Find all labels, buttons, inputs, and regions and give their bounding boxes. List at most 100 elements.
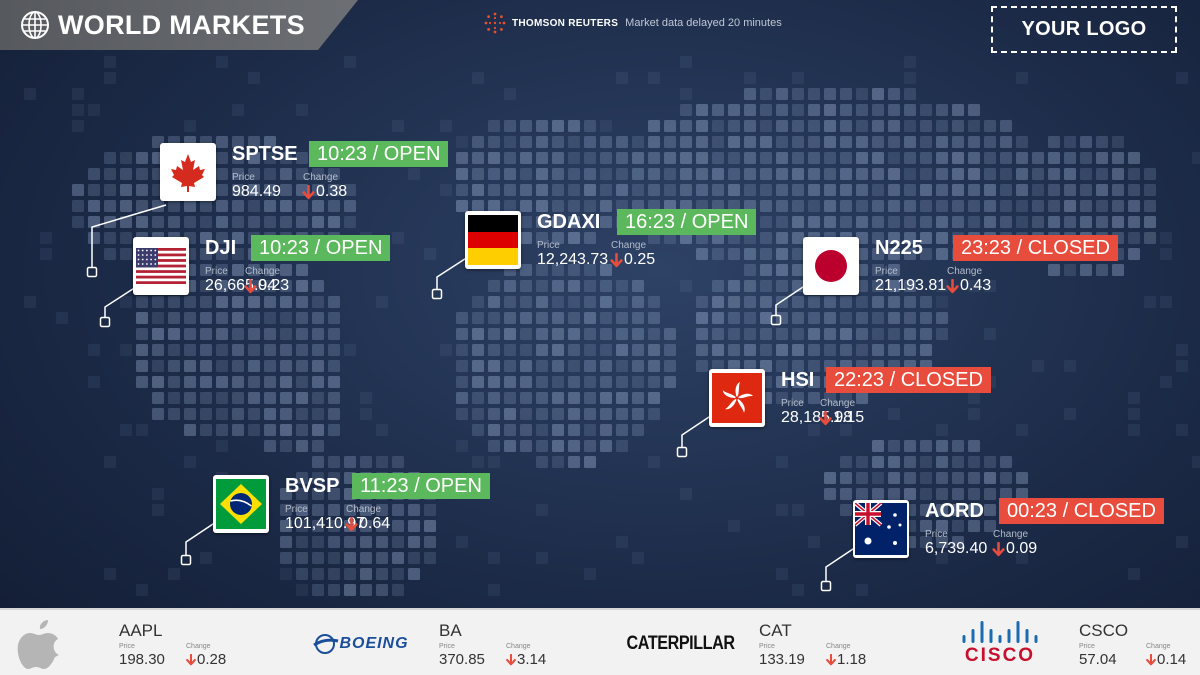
- map-dot: [648, 392, 660, 404]
- map-dot: [680, 280, 692, 292]
- map-dot: [968, 520, 980, 532]
- map-dot: [728, 280, 740, 292]
- map-dot: [520, 216, 532, 228]
- map-dot: [200, 264, 212, 276]
- map-dot: [600, 296, 612, 308]
- map-dot: [104, 456, 116, 468]
- map-dot: [744, 184, 756, 196]
- map-dot: [824, 312, 836, 324]
- map-dot: [632, 344, 644, 356]
- map-dot: [936, 440, 948, 452]
- map-dot: [536, 392, 548, 404]
- map-dot: [168, 296, 180, 308]
- map-dot: [920, 200, 932, 212]
- map-dot: [984, 136, 996, 148]
- change-amount: 0.09: [1006, 540, 1038, 557]
- map-dot: [552, 296, 564, 308]
- map-dot: [488, 584, 500, 596]
- map-dot: [1000, 120, 1012, 132]
- map-dot: [520, 312, 532, 324]
- map-dot: [120, 424, 132, 436]
- map-dot: [600, 312, 612, 324]
- map-dot: [824, 472, 836, 484]
- map-dot: [280, 488, 292, 500]
- map-dot: [696, 120, 708, 132]
- market-status-badge: 11:23 / OPEN: [352, 473, 490, 499]
- map-dot: [216, 360, 228, 372]
- map-dot: [760, 248, 772, 260]
- map-dot: [1080, 216, 1092, 228]
- map-dot: [888, 408, 900, 420]
- map-dot: [472, 344, 484, 356]
- map-dot: [584, 264, 596, 276]
- map-dot: [296, 296, 308, 308]
- map-dot: [120, 248, 132, 260]
- map-dot: [504, 168, 516, 180]
- map-dot: [312, 456, 324, 468]
- map-dot: [840, 504, 852, 516]
- map-dot: [808, 168, 820, 180]
- map-dot: [904, 472, 916, 484]
- map-dot: [872, 296, 884, 308]
- map-dot: [760, 104, 772, 116]
- map-dot: [136, 184, 148, 196]
- map-dot: [1160, 296, 1172, 308]
- map-dot: [312, 552, 324, 564]
- map-dot: [952, 520, 964, 532]
- map-dot: [840, 424, 852, 436]
- map-dot: [904, 104, 916, 116]
- map-dot: [760, 328, 772, 340]
- map-dot: [760, 152, 772, 164]
- map-dot: [248, 312, 260, 324]
- map-dot: [408, 568, 420, 580]
- map-dot: [1032, 168, 1044, 180]
- change-amount: 0.43: [960, 277, 992, 294]
- map-dot: [664, 184, 676, 196]
- map-dot: [280, 200, 292, 212]
- map-dot: [152, 200, 164, 212]
- map-dot: [72, 88, 84, 100]
- map-dot: [216, 392, 228, 404]
- map-dot: [856, 488, 868, 500]
- map-dot: [296, 216, 308, 228]
- map-dot: [1112, 264, 1124, 276]
- map-dot: [248, 392, 260, 404]
- map-dot: [936, 152, 948, 164]
- map-dot: [904, 456, 916, 468]
- map-dot: [408, 536, 420, 548]
- map-dot: [136, 584, 148, 596]
- map-dot: [552, 440, 564, 452]
- price-label: Price: [205, 266, 228, 277]
- map-dot: [440, 184, 452, 196]
- change-label: Change: [611, 240, 647, 251]
- map-dot: [248, 184, 260, 196]
- map-dot: [232, 216, 244, 228]
- map-dot: [568, 408, 580, 420]
- map-dot: [856, 312, 868, 324]
- map-dot: [216, 136, 228, 148]
- map-dot: [744, 152, 756, 164]
- map-dot: [232, 152, 244, 164]
- arrow-down-icon: [825, 653, 837, 666]
- map-dot: [184, 328, 196, 340]
- arrow-down-icon: [185, 653, 197, 666]
- map-dot: [488, 312, 500, 324]
- map-dot: [232, 280, 244, 292]
- map-dot: [904, 88, 916, 100]
- map-dot: [344, 216, 356, 228]
- map-dot: [616, 184, 628, 196]
- map-dot: [680, 56, 692, 68]
- map-dot: [968, 184, 980, 196]
- map-dot: [840, 216, 852, 228]
- map-dot: [1176, 360, 1188, 372]
- map-dot: [264, 136, 276, 148]
- map-dot: [248, 424, 260, 436]
- map-dot: [904, 136, 916, 148]
- map-dot: [760, 264, 772, 276]
- map-dot: [648, 344, 660, 356]
- map-dot: [232, 184, 244, 196]
- map-dot: [888, 472, 900, 484]
- map-dot: [584, 408, 596, 420]
- map-dot: [392, 568, 404, 580]
- map-dot: [696, 168, 708, 180]
